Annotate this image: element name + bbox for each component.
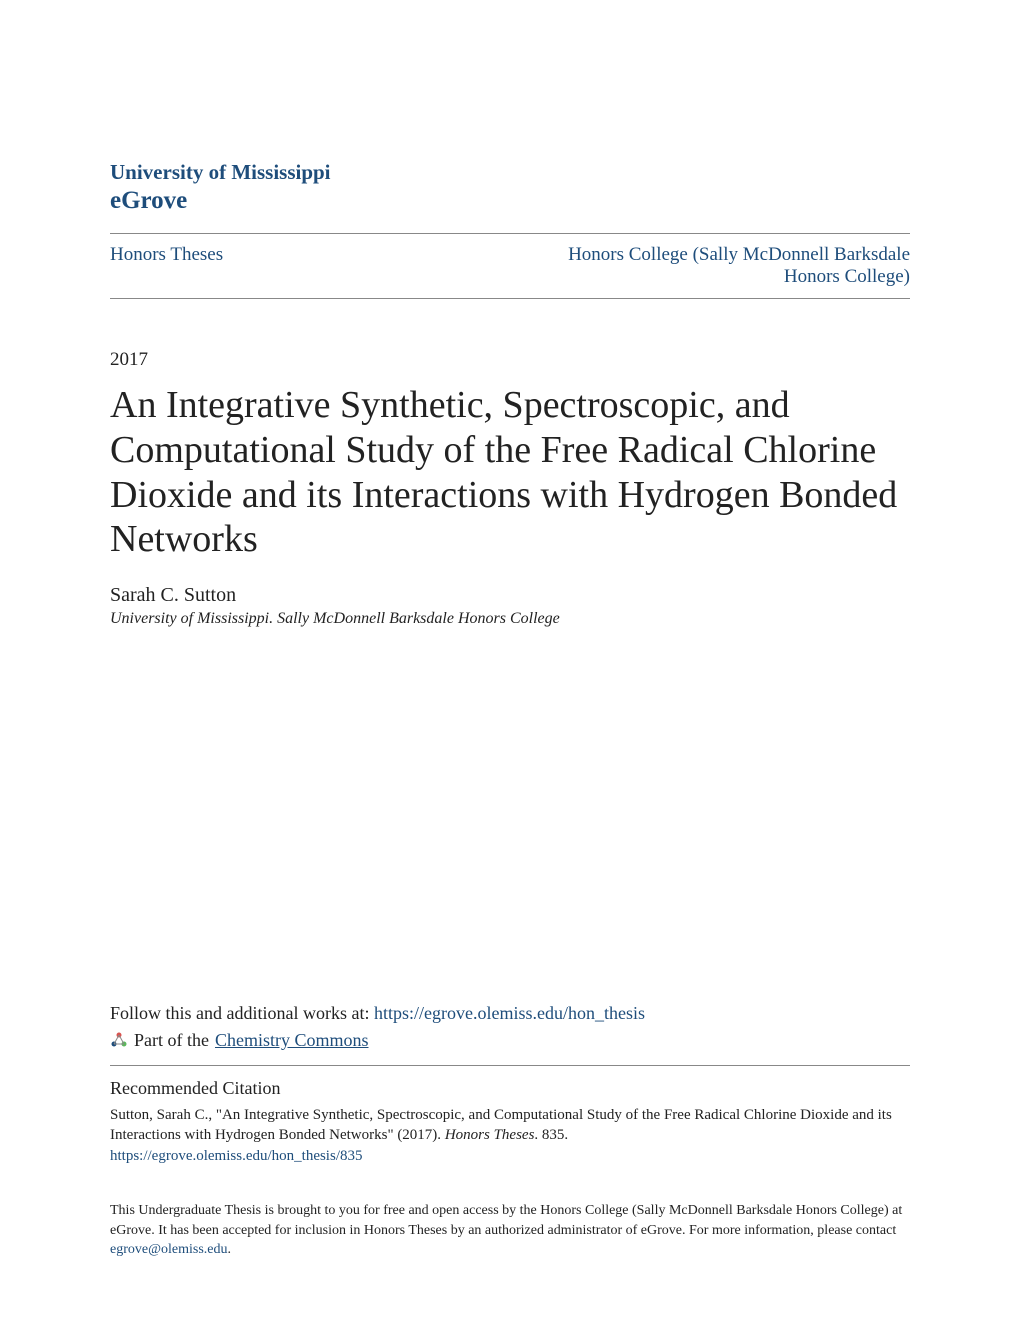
citation-text: Sutton, Sarah C., "An Integrative Synthe… [110, 1105, 910, 1146]
citation-series: Honors Theses [445, 1127, 535, 1143]
citation-after: . 835. [534, 1127, 568, 1143]
nav-community-link[interactable]: Honors College (Sally McDonnell Barksdal… [530, 244, 910, 288]
network-icon [110, 1031, 128, 1049]
partof-prefix: Part of the [134, 1030, 209, 1051]
breadcrumb-nav: Honors Theses Honors College (Sally McDo… [110, 233, 910, 299]
footer-statement: This Undergraduate Thesis is brought to … [110, 1201, 910, 1260]
document-page: University of Mississippi eGrove Honors … [0, 0, 1020, 1320]
footer-after: . [227, 1242, 231, 1257]
author-affiliation: University of Mississippi. Sally McDonne… [110, 610, 910, 628]
citation-url-link[interactable]: https://egrove.olemiss.edu/hon_thesis/83… [110, 1148, 910, 1165]
follow-works-line: Follow this and additional works at: htt… [110, 1003, 910, 1024]
document-title: An Integrative Synthetic, Spectroscopic,… [110, 383, 910, 562]
commons-link[interactable]: Chemistry Commons [215, 1030, 369, 1051]
contact-email-link[interactable]: egrove@olemiss.edu [110, 1242, 227, 1257]
divider [110, 1065, 910, 1066]
part-of-line: Part of the Chemistry Commons [110, 1030, 910, 1051]
follow-url-link[interactable]: https://egrove.olemiss.edu/hon_thesis [374, 1003, 645, 1023]
recommended-citation-heading: Recommended Citation [110, 1078, 910, 1099]
spacer [110, 628, 910, 1002]
footer-before: This Undergraduate Thesis is brought to … [110, 1203, 902, 1238]
publication-year: 2017 [110, 349, 910, 371]
institution-name[interactable]: University of Mississippi [110, 160, 910, 185]
follow-prefix: Follow this and additional works at: [110, 1003, 374, 1023]
nav-collection-link[interactable]: Honors Theses [110, 244, 223, 266]
author-name: Sarah C. Sutton [110, 584, 910, 607]
repository-name[interactable]: eGrove [110, 187, 910, 215]
